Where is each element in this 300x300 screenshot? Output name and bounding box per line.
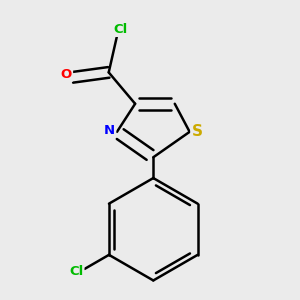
Text: Cl: Cl [113, 23, 127, 36]
Text: O: O [61, 68, 72, 80]
Text: S: S [191, 124, 203, 139]
Text: Cl: Cl [69, 265, 83, 278]
Text: N: N [104, 124, 115, 137]
